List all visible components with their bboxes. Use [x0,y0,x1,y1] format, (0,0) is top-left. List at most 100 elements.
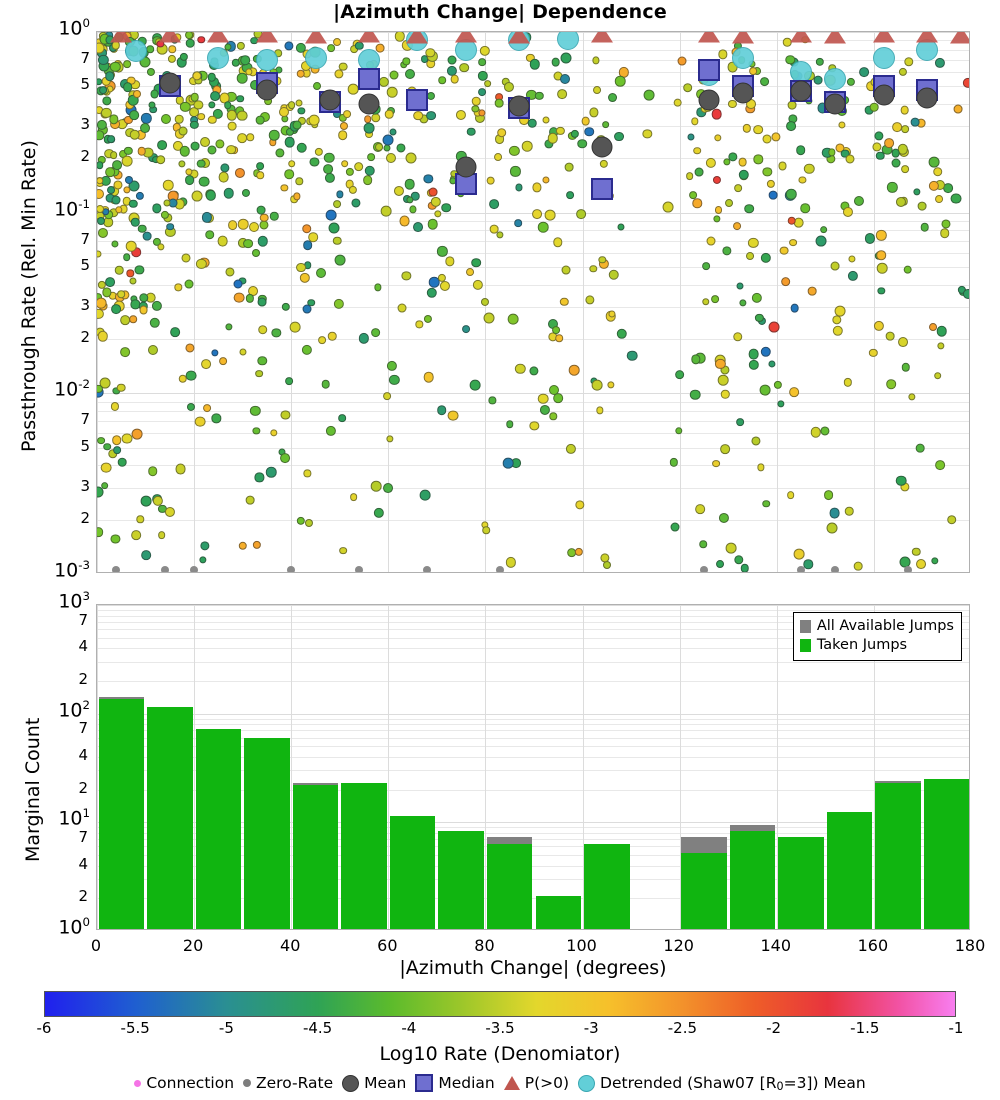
connection-point [203,404,212,413]
gridline [97,879,969,881]
gridline [97,629,969,631]
gridline [97,713,969,715]
gridline [776,605,778,929]
mean-marker [256,79,278,101]
connection-point [147,345,158,356]
connection-point [248,285,259,296]
connection-point [321,379,330,389]
connection-point [713,215,721,223]
connection-point [142,231,152,241]
x-tick-label: 160 [857,936,889,955]
connection-point [798,176,806,184]
connection-point [139,56,151,68]
connection-point [140,123,151,134]
connection-point [328,222,340,234]
zero-rate-marker [699,566,708,572]
connection-point [494,98,504,108]
marker-legend-label: Median [438,1074,495,1092]
connection-point [935,194,944,203]
connection-point [438,273,447,283]
connection-point [566,443,577,455]
connection-point [514,219,523,228]
y-tick-minor: 4 [78,854,88,873]
connection-point [440,280,451,291]
connection-point [208,115,217,125]
connection-point [260,213,269,223]
bar-taken-jumps [681,853,727,929]
connection-point [459,63,469,73]
p-greater-zero-marker [255,32,278,43]
colorbar-tick-label: -4.5 [302,1019,333,1037]
connection-point [544,210,556,221]
connection-point [162,179,174,191]
gridline [97,103,969,105]
connection-point [251,249,260,258]
connection-point [466,127,476,136]
connection-point [722,245,732,256]
y-tick-major: 100 [58,16,90,40]
connection-point [114,266,124,275]
marker-legend-label: Connection [146,1074,235,1092]
connection-point [193,100,203,110]
connection-point [556,126,565,135]
connection-point [197,36,205,44]
connection-point [292,192,301,201]
connection-point [733,331,743,342]
connection-point [669,458,679,467]
connection-point [275,148,285,158]
connection-point [941,219,951,229]
connection-point [912,187,921,196]
connection-point [133,90,141,99]
connection-point [280,184,289,192]
connection-point [662,201,674,213]
histogram-x-axis-label: |Azimuth Change| (degrees) [399,957,667,979]
connection-point [394,32,406,42]
mean-marker [790,80,812,102]
connection-point [116,383,126,392]
connection-point [312,81,321,90]
connection-point [287,101,296,109]
connection-point [693,147,702,155]
gridline [97,789,969,791]
connection-point [757,463,765,471]
p-greater-zero-marker [406,32,429,44]
connection-point [382,134,394,146]
connection-point [838,121,846,129]
connection-point [423,174,433,184]
bar-taken-jumps [486,844,533,929]
connection-point [246,133,255,141]
connection-point [740,564,750,572]
gridline [873,32,875,572]
connection-point [701,262,710,271]
x-tick-label: 100 [566,936,597,955]
connection-point [844,506,854,516]
bar-taken-jumps [826,811,873,929]
connection-point [962,77,969,88]
p-greater-zero-marker [697,32,720,43]
connection-point [305,519,314,528]
median-marker [590,178,613,201]
connection-point [389,128,397,136]
connection-point [728,152,738,162]
connection-point [711,295,720,303]
connection-point [780,246,789,255]
connection-point [346,168,355,177]
connection-point [117,290,125,298]
connection-point [472,279,484,291]
connection-point [327,332,337,341]
connection-point [574,500,585,510]
connection-point [845,154,855,164]
connection-point [289,321,301,333]
connection-point [532,182,542,192]
x-tick-label: 60 [377,936,398,955]
connection-point [552,237,563,248]
connection-point [192,71,202,81]
connection-point [859,67,870,78]
connection-point [200,541,210,551]
connection-point [249,222,260,232]
connection-point [872,142,882,152]
legend-item-taken-jumps: Taken Jumps [799,636,954,655]
connection-point [448,410,459,422]
connection-point [224,43,232,51]
